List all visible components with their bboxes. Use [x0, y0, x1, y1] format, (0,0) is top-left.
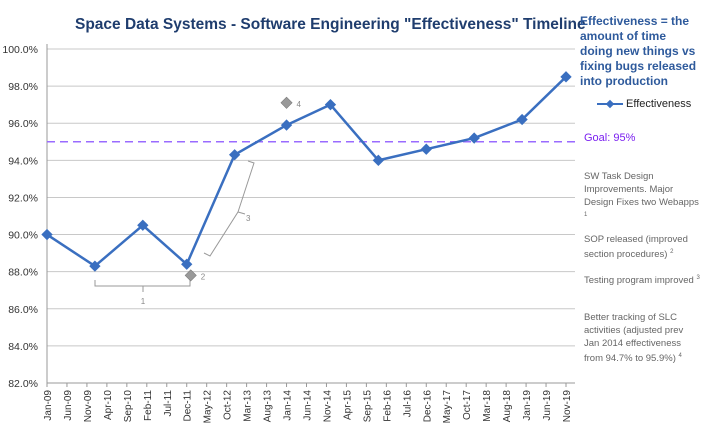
effectiveness-definition: Effectiveness = the amount of time doing… — [580, 14, 697, 88]
data-point — [280, 119, 293, 131]
x-tick-label: Jul-11 — [163, 390, 174, 417]
x-tick-label: Dec-11 — [183, 390, 194, 422]
goal-label: Goal: 95% — [584, 132, 636, 144]
x-tick-label: May-17 — [442, 390, 453, 424]
x-tick-label: Feb-16 — [382, 390, 393, 422]
data-point — [181, 258, 193, 270]
annotation-point — [280, 96, 293, 109]
data-point — [420, 143, 432, 155]
data-point — [468, 132, 480, 144]
x-tick-label: Apr-10 — [103, 390, 114, 420]
y-tick-label: 92.0% — [8, 192, 38, 204]
annotation-point — [184, 269, 197, 282]
note-2: SOP released (improved section procedure… — [584, 234, 688, 261]
y-tick-label: 100.0% — [2, 44, 38, 56]
y-tick-label: 84.0% — [8, 341, 38, 353]
x-tick-label: Aug-13 — [263, 390, 274, 423]
data-point — [137, 219, 149, 231]
x-tick-label: Jul-16 — [402, 390, 413, 418]
note-4: Better tracking of SLC activities (adjus… — [584, 312, 684, 365]
x-tick-label: Sep-15 — [362, 390, 373, 423]
x-tick-label: Oct-17 — [462, 390, 473, 420]
data-point — [41, 228, 53, 241]
x-tick-label: Apr-15 — [342, 390, 353, 420]
legend-line-diamond-icon — [597, 99, 623, 109]
x-tick-label: Sep-10 — [123, 390, 134, 423]
x-tick-label: Jan-14 — [283, 390, 294, 421]
annotation-point-label: 4 — [297, 100, 302, 109]
note-3: Testing program improved 3 — [584, 275, 700, 287]
effectiveness-line — [46, 75, 567, 268]
bracket-3-label: 3 — [246, 214, 251, 223]
y-tick-label: 98.0% — [8, 81, 38, 93]
y-tick-label: 86.0% — [8, 304, 38, 316]
bracket-1 — [94, 280, 191, 292]
note-1: SW Task Design Improvements. Major Desig… — [584, 171, 699, 218]
legend-label: Effectiveness — [626, 98, 692, 110]
x-tick-label: Oct-12 — [223, 390, 234, 420]
y-tick-label: 88.0% — [8, 267, 38, 279]
x-tick-label: Jan-09 — [43, 390, 54, 421]
x-tick-label: Nov-19 — [562, 390, 573, 423]
x-tick-label: Jun-19 — [542, 390, 553, 421]
x-tick-label: Jun-14 — [303, 390, 314, 421]
x-tick-label: Mar-13 — [243, 390, 254, 422]
x-tick-label: Jun-09 — [63, 390, 74, 421]
x-tick-label: Dec-16 — [422, 390, 433, 423]
x-tick-label: Aug-18 — [502, 390, 513, 423]
x-tick-label: Nov-09 — [83, 390, 94, 423]
y-tick-label: 82.0% — [8, 378, 38, 390]
bracket-1-label: 1 — [141, 297, 146, 306]
chart-title: Space Data Systems - Software Engineerin… — [75, 16, 586, 33]
bracket-3 — [203, 160, 255, 257]
y-tick-label: 94.0% — [8, 155, 38, 167]
annotation-point-label: 2 — [201, 272, 206, 281]
legend: Effectiveness — [597, 98, 691, 110]
x-tick-label: Feb-11 — [143, 390, 154, 421]
x-tick-label: Jan-19 — [522, 390, 533, 421]
data-point — [372, 154, 385, 166]
data-point — [228, 149, 241, 161]
x-tick-label: Nov-14 — [322, 390, 333, 423]
x-tick-label: Mar-18 — [482, 390, 493, 422]
y-tick-label: 90.0% — [8, 230, 38, 242]
x-tick-label: May-12 — [203, 390, 214, 424]
y-tick-label: 96.0% — [8, 118, 38, 130]
